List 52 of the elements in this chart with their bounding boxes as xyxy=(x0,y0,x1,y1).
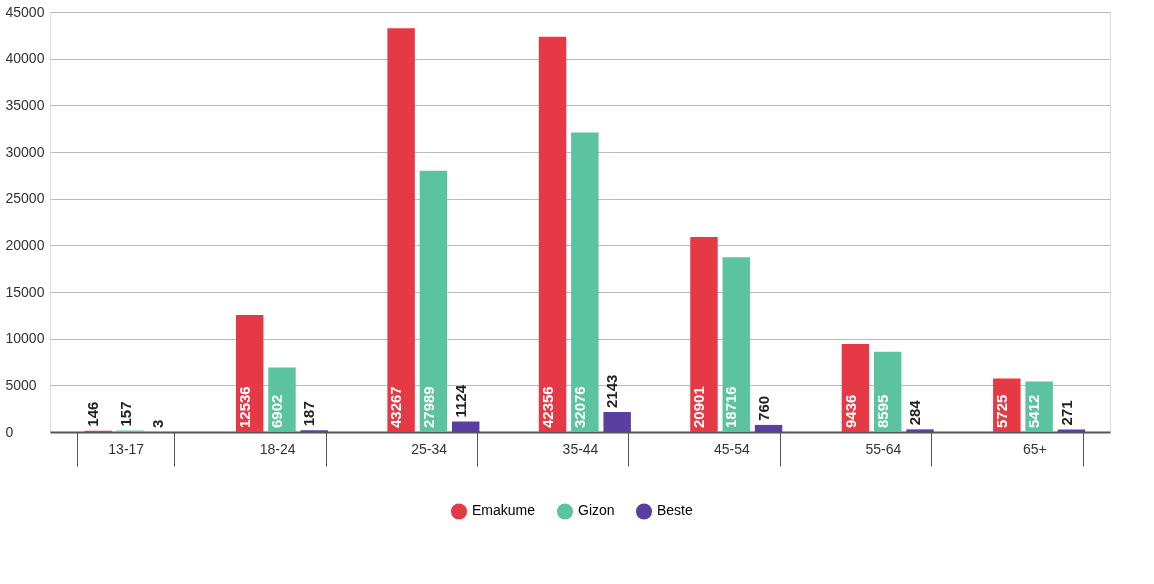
y-tick-label: 20000 xyxy=(5,236,45,253)
x-tick-label: 55-64 xyxy=(865,440,902,457)
y-tick-label: 10000 xyxy=(5,330,45,347)
data-label: 8595 xyxy=(873,394,891,428)
y-tick-label: 15000 xyxy=(5,283,45,300)
data-label: 12536 xyxy=(235,386,253,428)
bar xyxy=(754,424,783,432)
y-tick-label: 5000 xyxy=(5,376,37,393)
bar xyxy=(722,257,750,432)
bar xyxy=(906,429,934,432)
data-label: 43267 xyxy=(387,386,405,428)
bar xyxy=(603,412,631,432)
bar xyxy=(1057,429,1086,432)
data-label: 20901 xyxy=(690,386,708,428)
x-tick-label: 35-44 xyxy=(562,440,599,457)
legend-label: Beste xyxy=(657,502,694,519)
y-tick-label: 0 xyxy=(5,423,14,440)
y-tick-label: 35000 xyxy=(5,96,45,113)
y-tick-label: 25000 xyxy=(5,190,45,207)
data-label: 5412 xyxy=(1025,394,1043,428)
y-tick-label: 40000 xyxy=(5,50,45,67)
x-tick-label: 13-17 xyxy=(108,440,145,457)
data-label: 284 xyxy=(906,399,924,426)
x-tick-label: 45-54 xyxy=(714,440,751,457)
legend-label: Emakume xyxy=(472,502,536,519)
data-label: 42356 xyxy=(538,386,556,428)
bar xyxy=(690,236,718,432)
legend-label: Gizon xyxy=(578,502,615,519)
bar xyxy=(538,36,567,432)
bar xyxy=(387,28,415,432)
bar xyxy=(451,421,480,432)
data-label: 18716 xyxy=(722,386,740,428)
data-label: 5725 xyxy=(992,394,1010,428)
data-label: 2143 xyxy=(603,374,621,408)
data-label: 6902 xyxy=(268,394,286,428)
data-label: 32076 xyxy=(571,386,588,428)
data-label: 146 xyxy=(84,401,102,427)
data-label: 1124 xyxy=(451,384,469,418)
x-tick-label: 18-24 xyxy=(259,440,296,457)
y-tick-label: 30000 xyxy=(5,143,45,160)
data-label: 157 xyxy=(116,401,134,427)
data-label: 9436 xyxy=(841,394,859,428)
y-tick-label: 45000 xyxy=(5,3,45,20)
bar xyxy=(419,170,448,432)
data-label: 760 xyxy=(754,395,772,421)
x-tick-label: 65+ xyxy=(1022,440,1047,457)
data-label: 3 xyxy=(149,419,167,428)
x-tick-label: 25-34 xyxy=(411,440,448,457)
data-label: 187 xyxy=(300,401,318,427)
data-label: 271 xyxy=(1057,400,1075,426)
bar xyxy=(571,132,599,432)
data-label: 27989 xyxy=(419,386,437,428)
